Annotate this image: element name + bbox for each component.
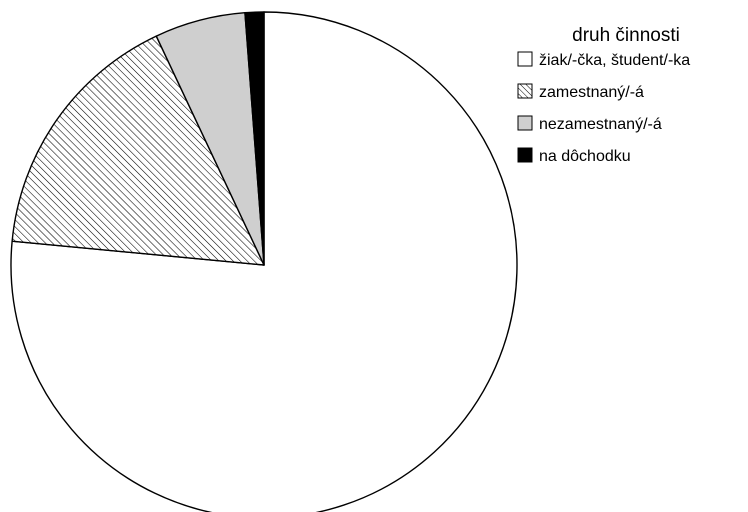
legend: druh činnosti žiak/-čka, študent/-ka zame… (517, 25, 690, 165)
pie-slices (10, 11, 518, 512)
legend-item-na-dochodku: na dôchodku (517, 147, 631, 165)
legend-label-nezamestnany-a: nezamestnaný/-á (539, 116, 662, 133)
pie-slice-na-dochodku (244, 11, 265, 266)
pie-slice-zamestnany-a (11, 35, 265, 266)
legend-item-nezamestnany-a: nezamestnaný/-á (517, 115, 662, 133)
legend-swatch-ziak-cka-student-ka (517, 51, 533, 67)
legend-item-zamestnany-a: zamestnaný/-á (517, 83, 644, 101)
legend-item-ziak-cka-student-ka: žiak/-čka, študent/-ka (517, 51, 690, 69)
legend-label-na-dochodku: na dôchodku (539, 148, 631, 165)
legend-label-ziak-cka-student-ka: žiak/-čka, študent/-ka (539, 52, 690, 69)
legend-label-zamestnany-a: zamestnaný/-á (539, 84, 644, 101)
legend-swatch-zamestnany-a (517, 83, 533, 99)
legend-title: druh činnosti (572, 25, 680, 46)
legend-swatch-na-dochodku (517, 147, 533, 163)
legend-swatch-nezamestnany-a (517, 115, 533, 131)
